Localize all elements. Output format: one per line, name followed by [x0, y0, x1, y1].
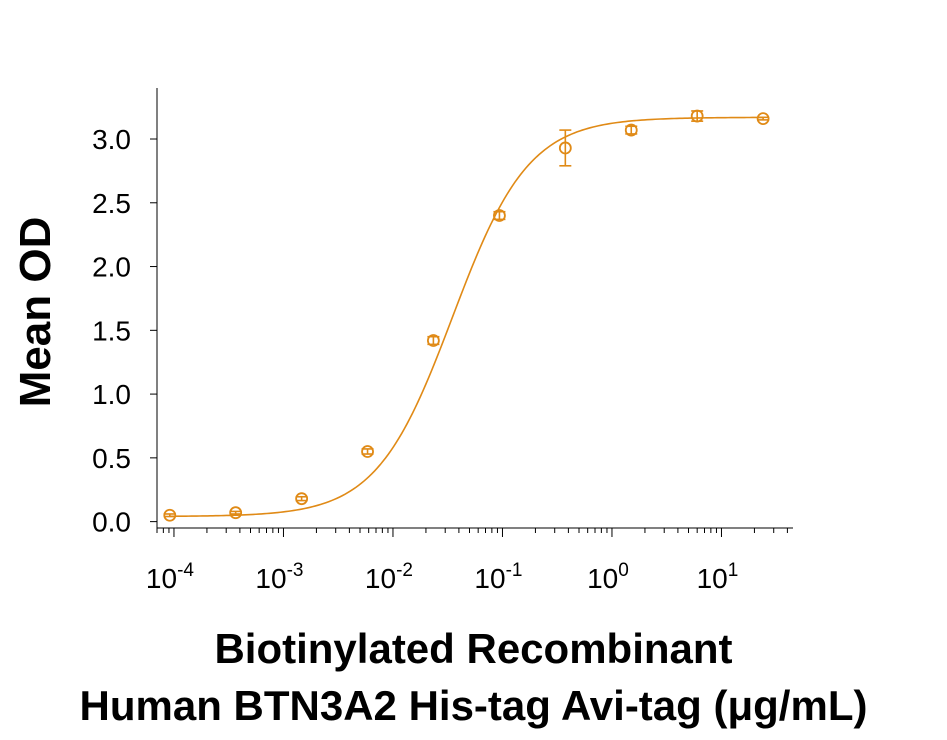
x-ticks: 10-4 10-3 10-2 10-1 100 101 — [146, 528, 787, 594]
y-tick-label: 2.0 — [92, 252, 131, 283]
data-point — [691, 111, 703, 122]
data-point — [427, 335, 439, 346]
data-point — [362, 446, 374, 457]
data-point — [757, 113, 769, 124]
y-tick-label: 0.0 — [92, 507, 131, 538]
axes — [157, 88, 793, 528]
y-tick-label: 1.5 — [92, 315, 131, 346]
y-ticks: 0.0 0.5 1.0 1.5 2.0 2.5 3.0 — [92, 124, 157, 538]
x-tick-label: 10-2 — [365, 560, 413, 594]
y-tick-label: 3.0 — [92, 124, 131, 155]
data-point — [296, 493, 308, 504]
x-tick-label: 101 — [697, 560, 739, 594]
od-chart: 0.00.51.01.52.02.53.0 10-4 10-3 10-2 10-1 10… — [0, 0, 947, 625]
data-point — [230, 507, 242, 518]
y-tick-label: 1.0 — [92, 379, 131, 410]
x-tick-label: 100 — [587, 560, 629, 594]
data-point — [625, 125, 637, 136]
y-tick-label: 0.5 — [92, 443, 131, 474]
x-tick-label: 10-1 — [474, 560, 522, 594]
data-point — [164, 510, 176, 521]
x-axis-title-line-2: Human BTN3A2 His-tag Avi-tag (μg/mL) — [0, 685, 947, 727]
x-axis-title-line-1: Biotinylated Recombinant — [0, 628, 947, 670]
x-tick-label: 10-3 — [255, 560, 303, 594]
x-tick-label: 10-4 — [146, 560, 194, 594]
fit-curve-layer — [170, 117, 763, 516]
y-axis-title: Mean OD — [11, 217, 60, 408]
fit-curve — [170, 117, 763, 516]
data-points-layer — [164, 111, 769, 521]
y-tick-label: 2.5 — [92, 188, 131, 219]
